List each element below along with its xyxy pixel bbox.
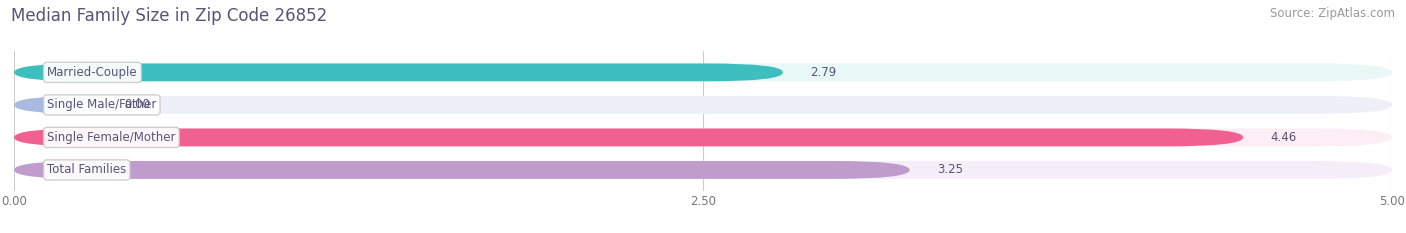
FancyBboxPatch shape [14, 128, 1392, 146]
Text: Median Family Size in Zip Code 26852: Median Family Size in Zip Code 26852 [11, 7, 328, 25]
FancyBboxPatch shape [14, 63, 783, 81]
Text: Single Male/Father: Single Male/Father [48, 98, 156, 111]
FancyBboxPatch shape [14, 128, 1243, 146]
Text: Single Female/Mother: Single Female/Mother [48, 131, 176, 144]
FancyBboxPatch shape [14, 161, 910, 179]
FancyBboxPatch shape [14, 63, 1392, 81]
Text: Married-Couple: Married-Couple [48, 66, 138, 79]
Text: Source: ZipAtlas.com: Source: ZipAtlas.com [1270, 7, 1395, 20]
FancyBboxPatch shape [14, 161, 1392, 179]
Text: 3.25: 3.25 [938, 163, 963, 176]
Text: 4.46: 4.46 [1271, 131, 1296, 144]
FancyBboxPatch shape [14, 96, 111, 114]
Text: 0.00: 0.00 [124, 98, 150, 111]
Text: Total Families: Total Families [48, 163, 127, 176]
FancyBboxPatch shape [14, 96, 1392, 114]
Text: 2.79: 2.79 [810, 66, 837, 79]
